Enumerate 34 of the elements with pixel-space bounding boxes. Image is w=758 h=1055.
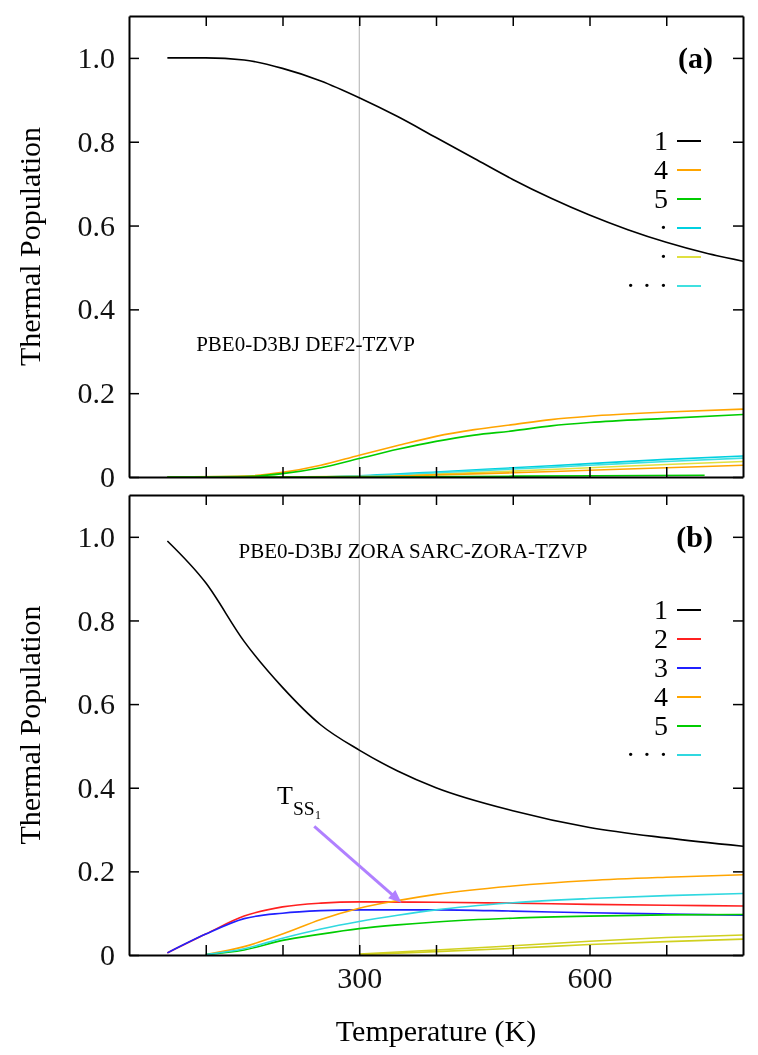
y-tick-label: 0.6: [77, 687, 115, 721]
annotation: T$_{SS₁}$: [277, 781, 322, 819]
y-tick-label: 0.8: [77, 124, 115, 158]
legend-label: 1: [654, 594, 668, 625]
y-tick-label: 0.8: [77, 603, 115, 637]
y-tick-label: 0.6: [77, 208, 115, 242]
legend-label: · · ·: [626, 270, 668, 301]
text: (a): [678, 41, 713, 75]
y-tick-label: 0.4: [77, 292, 115, 326]
text: (b): [676, 520, 713, 554]
annotation: PBE0-D3BJ DEF2-TZVP: [196, 332, 415, 357]
legend-label: · · ·: [626, 739, 668, 770]
y-tick-label: 0.2: [77, 854, 115, 888]
y-tick-label: 1.0: [77, 519, 115, 553]
legend-label: ·: [658, 212, 668, 243]
legend-label: 1: [654, 125, 668, 156]
y-tick-label: 0.2: [77, 376, 115, 410]
x-tick-label: 300: [337, 961, 383, 995]
legend-label: 3: [654, 652, 668, 683]
y-tick-label: 0.4: [77, 770, 115, 804]
y-axis-title: Thermal Population: [13, 126, 46, 367]
legend-label: 4: [654, 154, 668, 185]
x-axis-title: Temperature (K): [335, 1014, 537, 1048]
y-tick-label: 0: [100, 938, 115, 972]
legend-label: 2: [654, 623, 668, 654]
legend-label: 4: [654, 681, 668, 712]
y-axis-title: Thermal Population: [13, 605, 46, 845]
y-tick-label: 0: [100, 460, 115, 494]
annotation: PBE0-D3BJ ZORA SARC-ZORA-TZVP: [238, 538, 588, 563]
legend-label: ·: [658, 241, 668, 272]
legend-label: 5: [654, 183, 668, 214]
y-tick-label: 1.0: [77, 41, 115, 75]
x-tick-label: 600: [567, 961, 613, 995]
legend-label: 5: [654, 710, 668, 741]
